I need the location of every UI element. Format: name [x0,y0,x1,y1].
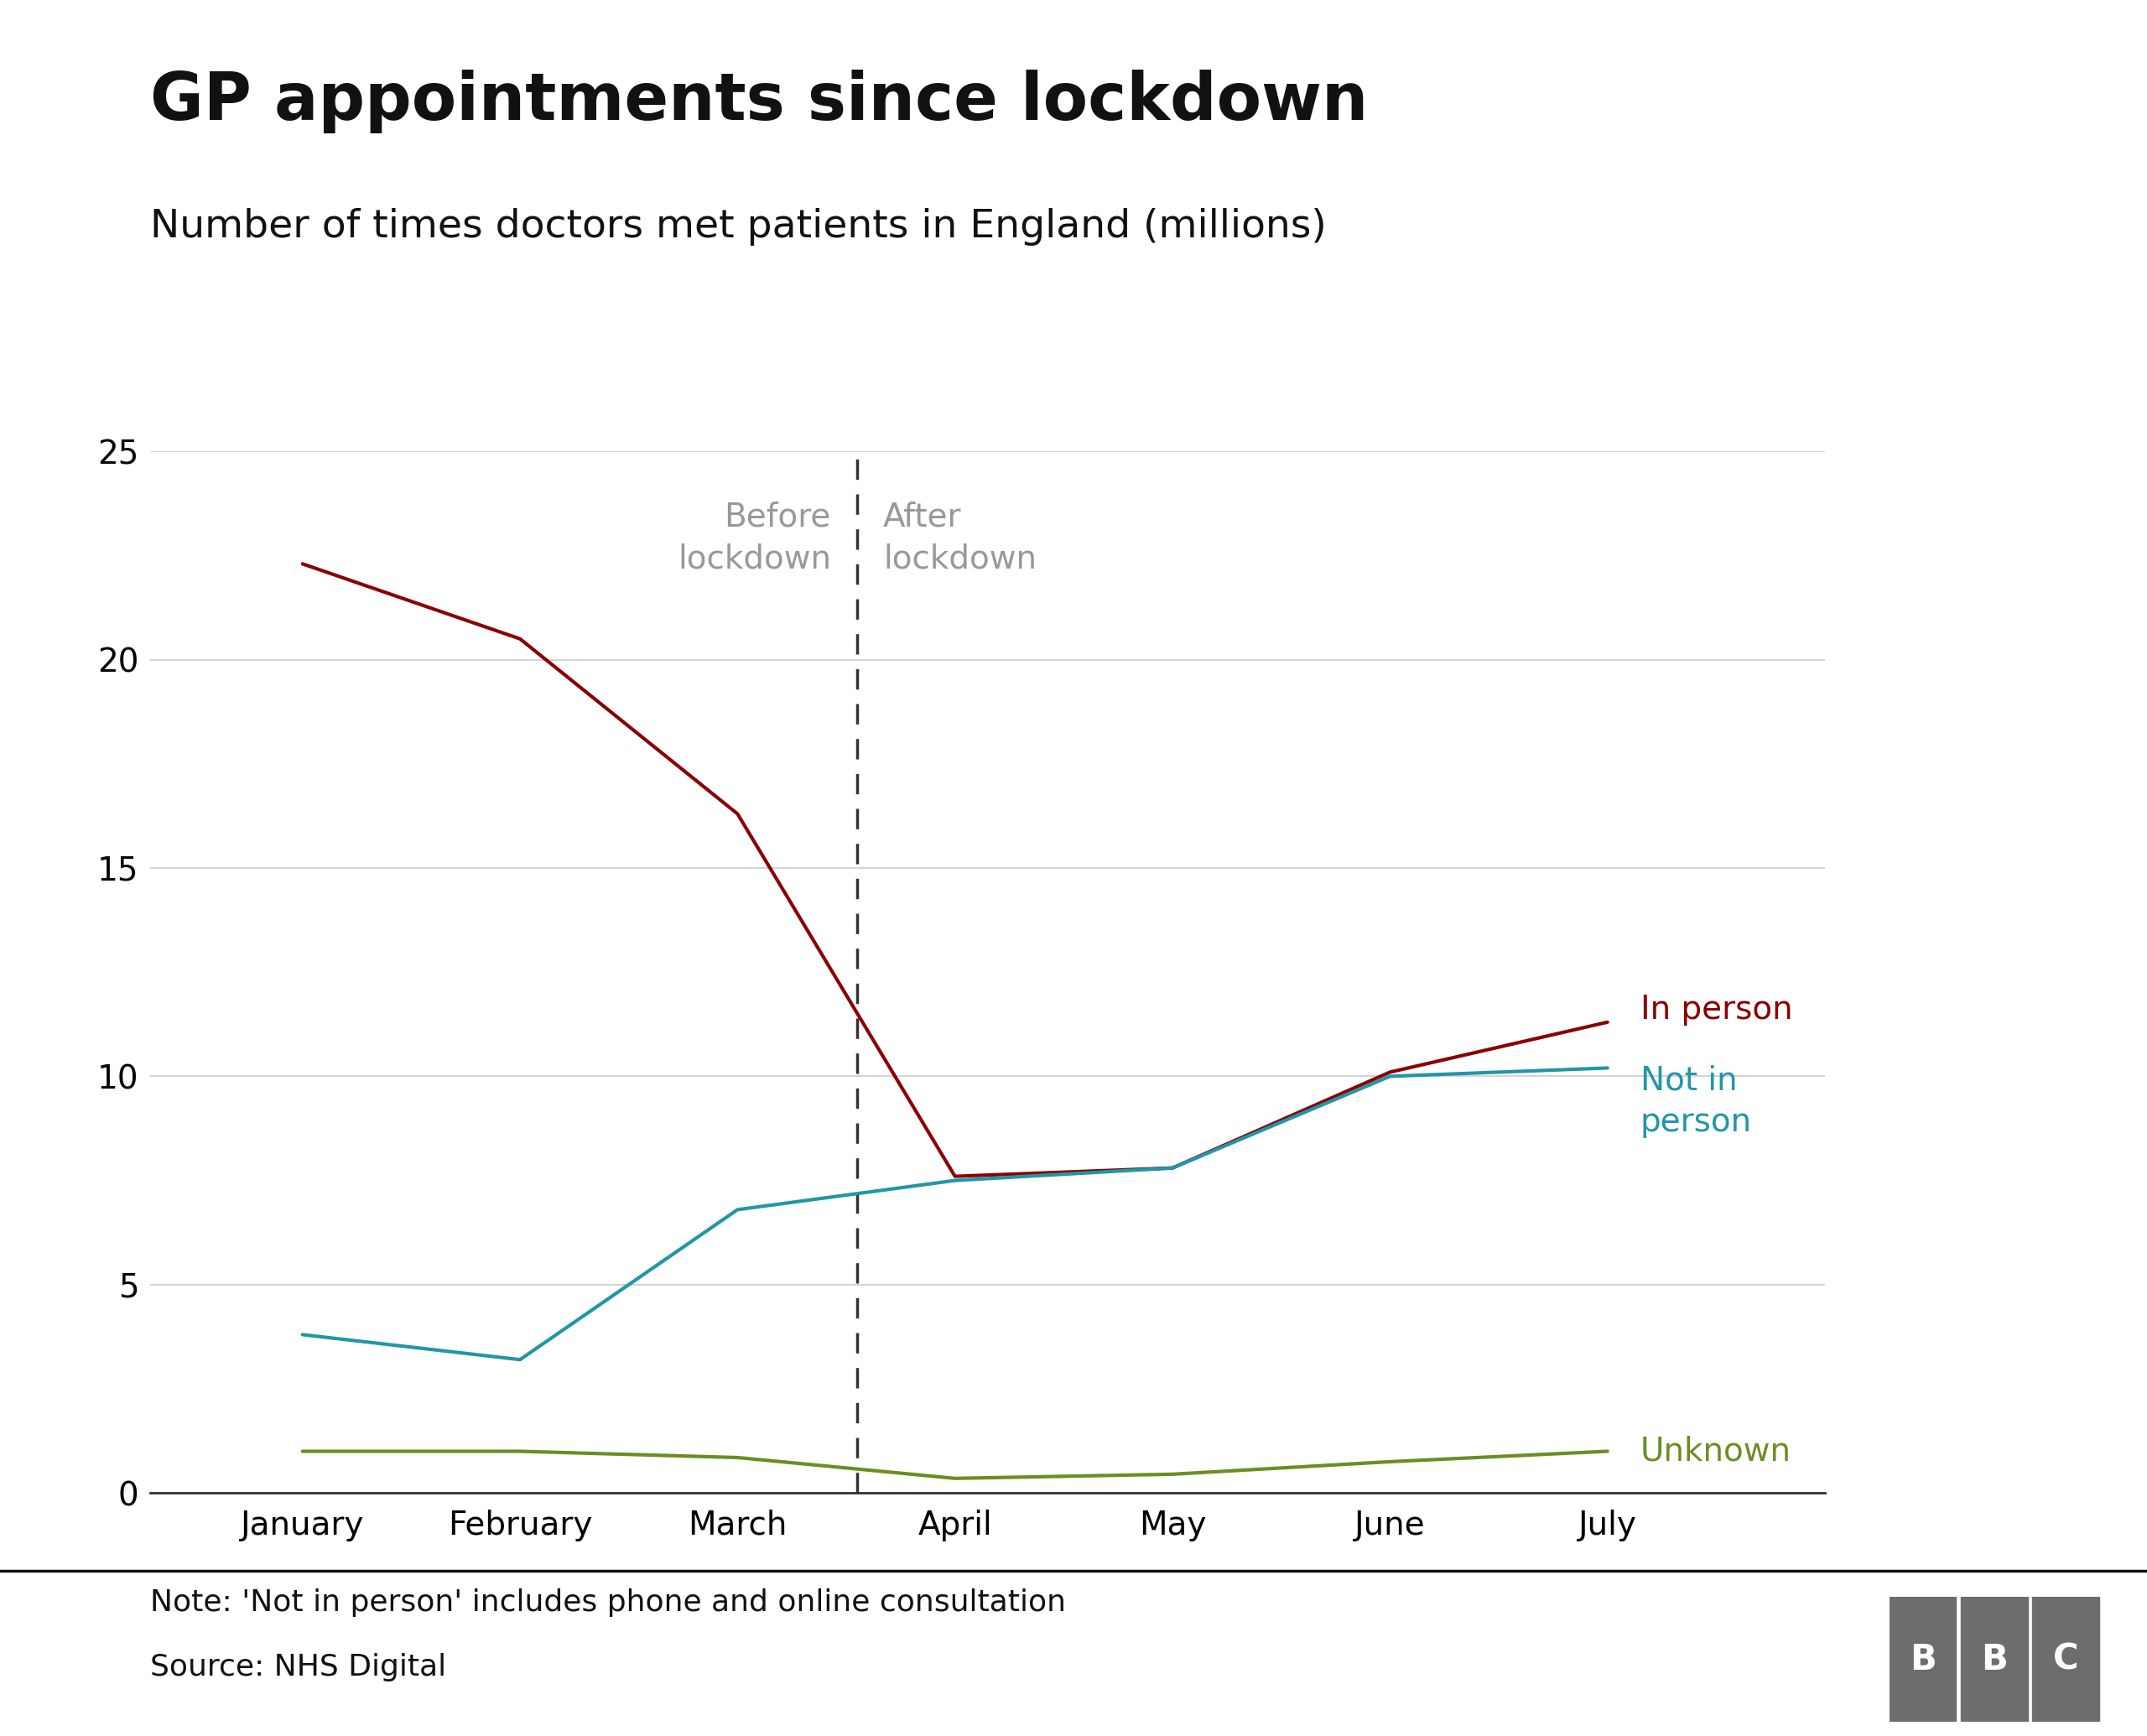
Bar [1960,1597,2027,1722]
Text: After
lockdown: After lockdown [882,502,1037,575]
Text: Not in
person: Not in person [1640,1064,1752,1139]
Text: C: C [2053,1642,2078,1677]
Text: Before
lockdown: Before lockdown [678,502,831,575]
Text: Unknown: Unknown [1640,1436,1791,1467]
Text: GP appointments since lockdown: GP appointments since lockdown [150,69,1368,134]
Text: Source: NHS Digital: Source: NHS Digital [150,1653,447,1680]
Bar [2033,1597,2100,1722]
Text: B: B [1909,1642,1937,1677]
Bar [1889,1597,1956,1722]
Text: B: B [1982,1642,2007,1677]
Text: Number of times doctors met patients in England (millions): Number of times doctors met patients in … [150,208,1327,247]
Text: Note: 'Not in person' includes phone and online consultation: Note: 'Not in person' includes phone and… [150,1588,1067,1616]
Text: In person: In person [1640,993,1793,1026]
